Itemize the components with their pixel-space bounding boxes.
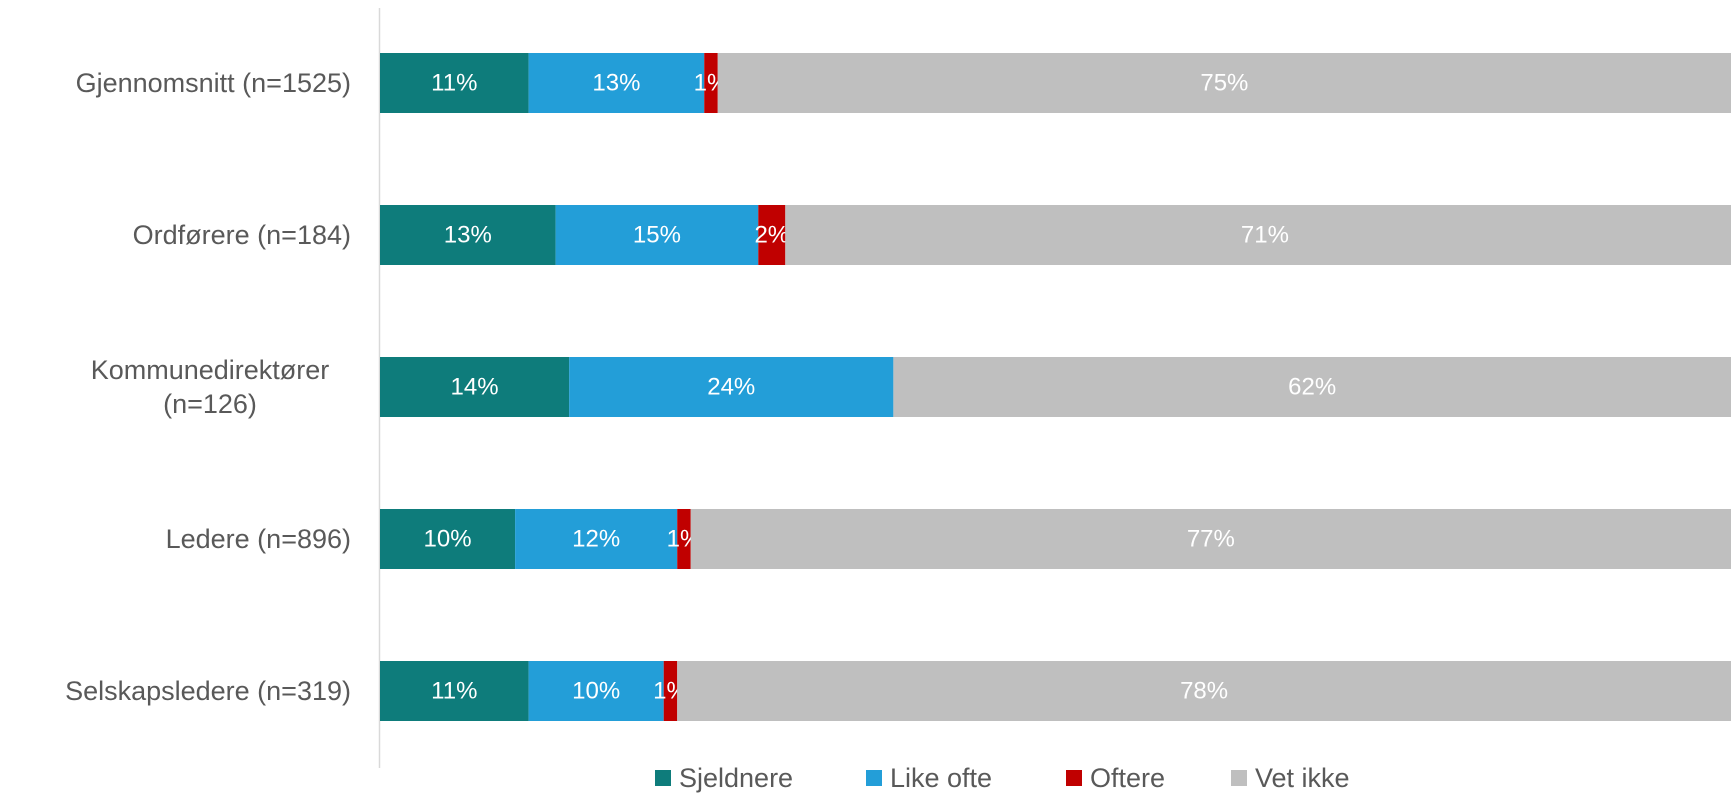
data-label: 10% (424, 526, 472, 553)
data-label: 2% (754, 222, 789, 249)
bar-segment (785, 205, 1731, 265)
bar-segment (380, 357, 570, 417)
data-label: 71% (1241, 222, 1289, 249)
legend-label: Like ofte (890, 763, 992, 793)
bar-segment (704, 53, 718, 113)
category-label: Gjennomsnitt (n=1525) (76, 68, 351, 98)
bar-segment (380, 509, 516, 569)
data-label: 13% (444, 222, 492, 249)
data-label: 62% (1288, 374, 1336, 401)
bar-segment (380, 53, 529, 113)
bar-segment (758, 205, 786, 265)
data-label: 77% (1187, 526, 1235, 553)
data-label: 15% (633, 222, 681, 249)
bar-segment (380, 661, 529, 721)
bar-segment (717, 53, 1731, 113)
data-label: 14% (451, 374, 499, 401)
data-label: 75% (1200, 70, 1248, 97)
category-label: Ordførere (n=184) (133, 220, 351, 250)
bar-segment (690, 509, 1731, 569)
data-label: 10% (572, 678, 620, 705)
bar-segment (569, 357, 894, 417)
bar-segment (893, 357, 1731, 417)
legend-swatch (1231, 770, 1247, 786)
category-label: Ledere (n=896) (166, 524, 351, 554)
category-label: Selskapsledere (n=319) (65, 676, 351, 706)
bar-segment (515, 509, 678, 569)
bars: 11% 13% 1% 75%13% 15% 2% 71%14% 24% 62%10% 12% 1% 7… (380, 53, 1731, 721)
data-label: 78% (1180, 678, 1228, 705)
data-label: 11% (431, 70, 477, 97)
legend-swatch (655, 770, 671, 786)
legend: Sjeldnere Like ofte Oftere Vet ikke (655, 763, 1350, 793)
legend-label: Vet ikke (1255, 763, 1350, 793)
legend-label: Oftere (1090, 763, 1165, 793)
legend-swatch (866, 770, 882, 786)
bar-segment (528, 661, 664, 721)
bar-segment (380, 205, 556, 265)
category-label: Kommunedirektører (n=126) (91, 355, 330, 419)
bar-segment (677, 509, 691, 569)
bar-segment (677, 661, 1731, 721)
data-label: 24% (707, 374, 755, 401)
data-label: 11% (431, 678, 477, 705)
data-label: 12% (572, 526, 620, 553)
bar-segment (555, 205, 759, 265)
category-labels: Gjennomsnitt (n=1525) Ordførere (n=184) Ko… (65, 68, 351, 706)
bar-segment (528, 53, 705, 113)
bar-segment (663, 661, 678, 721)
data-label: 13% (592, 70, 640, 97)
legend-label: Sjeldnere (679, 763, 793, 793)
legend-swatch (1066, 770, 1082, 786)
